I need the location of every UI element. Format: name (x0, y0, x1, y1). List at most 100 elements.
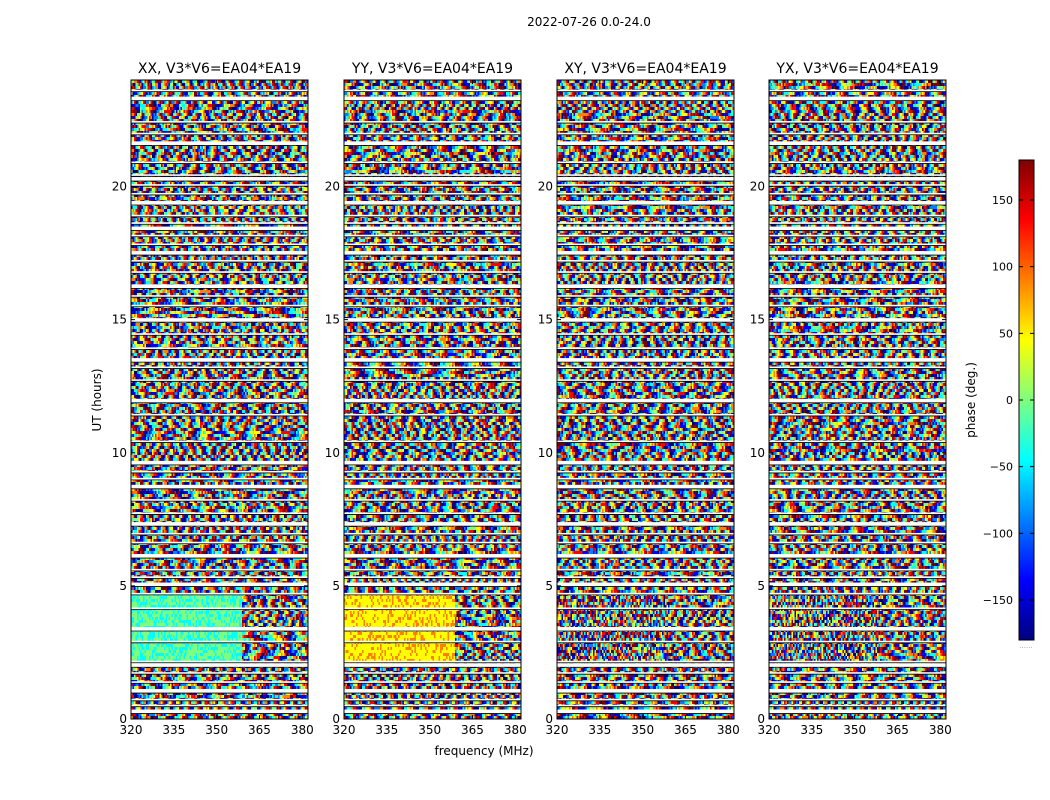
flagged-row (344, 192, 521, 195)
flagged-row (769, 660, 946, 663)
panel-yy: YY, V3*V6=EA04*EA19 320 335 350 365 380 0 5 10 15… (325, 61, 527, 737)
flagged-row (344, 251, 521, 256)
flagged-row (769, 709, 946, 714)
flagged-row (344, 333, 521, 336)
figure-suptitle: 2022-07-26 0.0-24.0 (527, 15, 651, 29)
flagged-row (344, 222, 521, 225)
y-tick-label: 10 (750, 446, 765, 460)
flagged-row (557, 582, 734, 587)
panel-title: YX, V3*V6=EA04*EA19 (775, 61, 938, 77)
flagged-row (557, 192, 734, 195)
flagged-row (344, 704, 521, 707)
flagged-row (344, 271, 521, 274)
panel-frame (130, 79, 309, 720)
flagged-row (557, 89, 734, 92)
colorbar-tick-label: −150 (983, 594, 1013, 607)
flagged-row (131, 260, 308, 263)
panel-title: XX, V3*V6=EA04*EA19 (138, 61, 301, 77)
flagged-row (557, 484, 734, 489)
flagged-row (344, 177, 521, 182)
flagged-row (131, 592, 308, 595)
flagged-row (344, 663, 521, 668)
y-axis-label: UT (hours) (90, 368, 104, 431)
flagged-row (557, 295, 734, 298)
flagged-row (131, 222, 308, 225)
flagged-row (131, 640, 308, 643)
flagged-row (769, 174, 946, 177)
flagged-row (344, 366, 521, 369)
flagged-row (769, 214, 946, 217)
flagged-row (131, 607, 308, 610)
flagged-row (557, 132, 734, 135)
flagged-row (769, 698, 946, 701)
flagged-row (131, 541, 308, 544)
y-tick-label: 0 (757, 712, 765, 726)
flagged-row (769, 627, 946, 632)
y-tick-label: 0 (119, 712, 127, 726)
flagged-row (769, 226, 946, 231)
flagged-row (769, 284, 946, 289)
flagged-row (131, 704, 308, 707)
flagged-row (769, 358, 946, 363)
y-tick-label: 15 (538, 313, 553, 327)
flagged-row (131, 304, 308, 307)
flagged-row (131, 689, 308, 694)
flagged-row (769, 672, 946, 675)
flagged-row (131, 398, 308, 403)
flagged-row (344, 460, 521, 465)
flagged-row (769, 318, 946, 323)
flagged-row (557, 96, 734, 101)
flagged-row (557, 366, 734, 369)
panel-frame (556, 79, 735, 720)
flagged-row (131, 440, 308, 443)
flagged-row (557, 413, 734, 416)
flagged-row (131, 568, 308, 571)
flagged-row (557, 440, 734, 443)
flagged-row (557, 398, 734, 403)
flagged-row (769, 177, 946, 182)
flagged-row (557, 681, 734, 684)
flagged-row (344, 96, 521, 101)
x-axis-label: frequency (MHz) (434, 744, 533, 758)
flagged-row (344, 141, 521, 146)
x-tick-label: 335 (375, 723, 398, 737)
x-tick-label: 350 (205, 723, 228, 737)
flagged-row (131, 201, 308, 206)
flagged-row (557, 174, 734, 177)
flagged-row (344, 398, 521, 403)
flagged-row (344, 214, 521, 217)
flagged-row (557, 704, 734, 707)
flagged-row (131, 295, 308, 298)
flagged-row (344, 512, 521, 515)
colorbar-tick-label: −100 (983, 527, 1013, 540)
flagged-row (131, 234, 308, 237)
flagged-row (557, 177, 734, 182)
x-tick-label: 350 (418, 723, 441, 737)
flagged-row (131, 660, 308, 663)
x-tick-label: 365 (674, 723, 697, 737)
panel-frame (343, 79, 522, 720)
flagged-row (769, 554, 946, 559)
flagged-row (769, 398, 946, 403)
flagged-row (557, 222, 734, 225)
panel-title: YY, V3*V6=EA04*EA19 (351, 61, 513, 77)
flagged-row (769, 460, 946, 465)
flagged-row (557, 627, 734, 632)
flagged-row (557, 304, 734, 307)
colorbar-footer: ...... (1019, 642, 1032, 650)
y-tick-label: 5 (545, 579, 553, 593)
x-tick-label: 350 (631, 723, 654, 737)
colorbar: 150 100 50 0 −50 −100 −150 phase (deg.) ...... (964, 159, 1035, 650)
y-tick-label: 10 (325, 446, 340, 460)
flagged-row (557, 226, 734, 231)
flagged-row (769, 201, 946, 206)
flagged-row (769, 234, 946, 237)
flagged-row (557, 672, 734, 675)
flagged-row (344, 413, 521, 416)
flagged-row (344, 698, 521, 701)
flagged-row (769, 477, 946, 480)
flagged-row (557, 214, 734, 217)
flagged-row (557, 640, 734, 643)
flagged-row (557, 541, 734, 544)
